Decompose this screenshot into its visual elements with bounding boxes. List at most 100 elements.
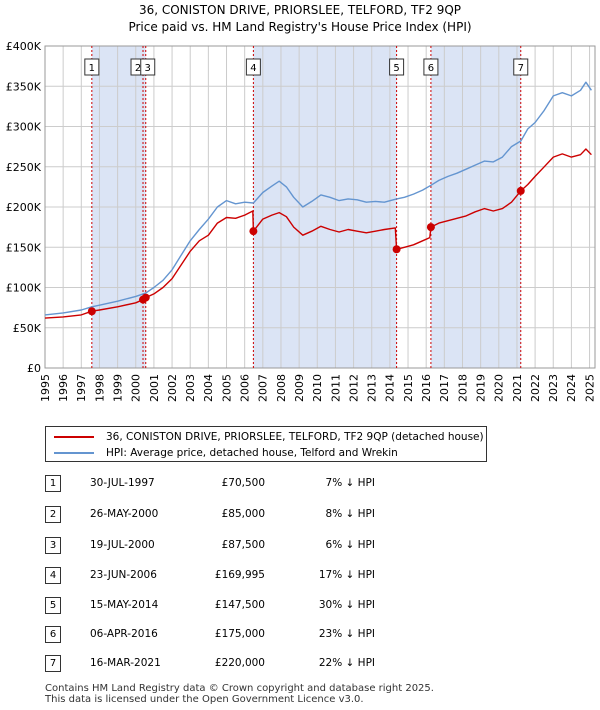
x-tick-label: 1997 [75,374,88,402]
transaction-number: 5 [45,597,61,614]
legend-label-property: 36, CONISTON DRIVE, PRIORSLEE, TELFORD, … [106,430,484,443]
transaction-hpi-diff: 23% ↓ HPI [318,628,375,640]
sale-number-box [423,58,439,76]
x-tick-label: 2025 [583,374,596,402]
transaction-number: 1 [45,475,61,492]
transaction-price: £169,995 [214,569,265,581]
x-tick-label: 2021 [511,374,524,402]
transaction-price: £85,000 [221,508,265,520]
transaction-price: £147,500 [214,599,265,611]
footer-line2: This data is licensed under the Open Gov… [45,694,364,705]
transaction-number: 3 [45,537,61,554]
x-tick-label: 2022 [529,374,542,402]
x-tick-label: 2018 [456,374,469,402]
y-tick-label: £200K [6,201,42,214]
transaction-price: £87,500 [221,539,265,551]
footer-line1: Contains HM Land Registry data © Crown c… [45,683,434,694]
transaction-number: 7 [45,655,61,672]
x-tick-label: 2004 [202,374,215,402]
x-tick-label: 2017 [438,374,451,402]
sale-point [426,223,435,232]
x-tick-label: 2014 [384,374,397,402]
sale-number-box [84,58,100,76]
sale-number-label: 2 [135,63,141,74]
sale-number-box [513,58,529,76]
transaction-hpi-diff: 8% ↓ HPI [325,508,375,520]
x-tick-label: 2002 [166,374,179,402]
transaction-hpi-diff: 30% ↓ HPI [318,599,375,611]
transaction-hpi-diff: 6% ↓ HPI [325,539,375,551]
footer-attribution: Contains HM Land Registry data © Crown c… [45,683,434,705]
y-tick-label: £400K [6,40,42,53]
x-tick-label: 2015 [402,374,415,402]
y-tick-label: £150K [6,241,42,254]
chart-title-line1: 36, CONISTON DRIVE, PRIORSLEE, TELFORD, … [138,3,462,17]
x-tick-label: 2008 [275,374,288,402]
x-tick-label: 1998 [93,374,106,402]
transaction-hpi-diff: 7% ↓ HPI [325,477,375,489]
x-tick-label: 1995 [39,374,52,402]
transaction-price: £70,500 [221,477,265,489]
hpi-line [44,81,592,316]
sale-point [249,227,258,236]
x-tick-label: 2007 [257,374,270,402]
x-tick-label: 2023 [547,374,560,402]
transaction-date: 06-APR-2016 [90,628,158,640]
transaction-row: 7 16-MAR-2021 £220,000 22% ↓ HPI [45,655,385,673]
transaction-number: 2 [45,506,61,523]
sale-number-label: 6 [428,63,434,74]
x-tick-label: 2001 [148,374,161,402]
x-tick-label: 2010 [311,374,324,402]
transaction-row: 2 26-MAY-2000 £85,000 8% ↓ HPI [45,506,385,524]
transaction-row: 1 30-JUL-1997 £70,500 7% ↓ HPI [45,475,385,493]
legend-swatch-red [54,435,94,438]
sale-point [87,307,96,316]
legend-item-hpi: HPI: Average price, detached house, Telf… [54,445,398,460]
x-tick-label: 2016 [420,374,433,402]
transaction-date: 15-MAY-2014 [90,599,159,611]
x-tick-label: 2009 [293,374,306,402]
sale-point [141,293,150,302]
legend-swatch-blue [54,451,94,454]
x-tick-label: 2006 [239,374,252,402]
transaction-hpi-diff: 17% ↓ HPI [318,569,375,581]
sale-number-box [389,58,405,76]
sale-point [392,245,401,254]
x-tick-label: 2005 [220,374,233,402]
legend-label-hpi: HPI: Average price, detached house, Telf… [106,446,398,459]
y-tick-label: £350K [6,80,42,93]
sale-number-label: 3 [145,63,151,74]
x-tick-label: 2013 [366,374,379,402]
x-tick-label: 2011 [329,374,342,402]
transaction-hpi-diff: 22% ↓ HPI [318,657,375,669]
price-chart: £0 £50K £100K £150K £200K £250K £300K £350K £400… [6,40,597,402]
y-tick-label: £50K [13,322,42,335]
chart-legend: 36, CONISTON DRIVE, PRIORSLEE, TELFORD, … [45,426,487,462]
sale-number-box [140,58,156,76]
x-tick-label: 2000 [130,374,143,402]
plot-border [44,45,596,369]
x-tick-label: 2019 [474,374,487,402]
transaction-date: 19-JUL-2000 [90,539,155,551]
transaction-price: £175,000 [214,628,265,640]
chart-title-line2: Price paid vs. HM Land Registry's House … [128,20,472,34]
transaction-number: 6 [45,626,61,643]
sale-point [516,186,525,195]
transaction-date: 30-JUL-1997 [90,477,155,489]
sale-number-label: 1 [89,63,95,74]
transaction-row: 5 15-MAY-2014 £147,500 30% ↓ HPI [45,597,385,615]
x-tick-label: 1999 [111,374,124,402]
transaction-row: 3 19-JUL-2000 £87,500 6% ↓ HPI [45,537,385,555]
legend-item-property: 36, CONISTON DRIVE, PRIORSLEE, TELFORD, … [54,429,484,444]
sale-number-label: 4 [250,63,256,74]
sale-number-box [245,58,261,76]
transaction-date: 26-MAY-2000 [90,508,159,520]
sale-number-label: 5 [393,63,399,74]
x-tick-label: 2003 [184,374,197,402]
x-tick-label: 2020 [493,374,506,402]
y-tick-label: £0 [27,362,41,375]
transaction-date: 23-JUN-2006 [90,569,157,581]
property-price-line [44,148,592,319]
y-tick-label: £300K [6,121,42,134]
transaction-price: £220,000 [214,657,265,669]
